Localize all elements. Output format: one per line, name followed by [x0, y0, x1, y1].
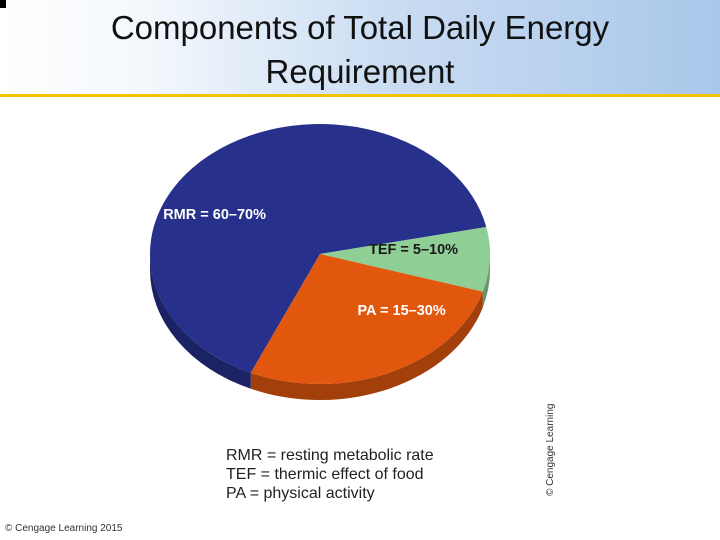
pie-slice-1 [320, 226, 490, 292]
header-band [0, 0, 720, 96]
pie-sides [150, 254, 490, 400]
pie-slice-0 [150, 123, 487, 373]
pie-slice-2 [250, 254, 483, 384]
pie-side-0 [150, 254, 251, 389]
header-rule [0, 94, 720, 97]
slide-title-line1: Components of Total Daily Energy [110, 9, 610, 46]
footer-credit: © Cengage Learning 2015 [5, 523, 123, 534]
pie-label-0: RMR = 60–70% [163, 207, 266, 223]
pie-label-1: TEF = 5–10% [369, 242, 458, 258]
pie-label-2: PA = 15–30% [357, 303, 445, 319]
legend-item-rmr: RMR = resting metabolic rate [226, 447, 434, 464]
legend-item-tef: TEF = thermic effect of food [226, 466, 424, 483]
image-credit: © Cengage Learning [545, 400, 559, 496]
pie-chart: RMR = 60–70% TEF = 5–10% PA = 15–30% [150, 123, 490, 400]
chart-legend: RMR = resting metabolic rate TEF = therm… [226, 446, 434, 503]
corner-mark [0, 0, 6, 8]
pie-labels: RMR = 60–70% TEF = 5–10% PA = 15–30% [163, 207, 458, 319]
slide-title-line2: Requirement [265, 53, 455, 90]
legend-item-pa: PA = physical activity [226, 485, 375, 502]
pie-side-2 [250, 291, 483, 400]
image-credit-text: © Cengage Learning [545, 403, 556, 496]
pie-top [150, 123, 490, 384]
slide-title: Components of Total Daily Energy Require… [60, 6, 660, 94]
pie-side-1 [482, 254, 490, 308]
